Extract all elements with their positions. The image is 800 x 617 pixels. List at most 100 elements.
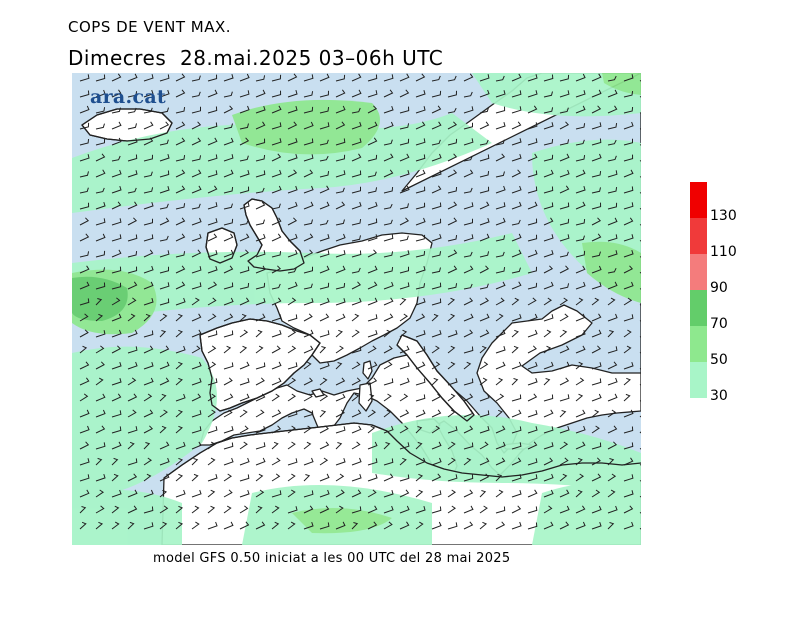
wind-barb — [351, 425, 362, 434]
wind-barb — [143, 345, 154, 354]
wind-barb — [511, 201, 522, 210]
wind-barb — [447, 489, 457, 498]
wind-barb — [207, 265, 218, 274]
wind-barb — [543, 489, 554, 498]
wind-barb — [143, 313, 151, 322]
wind-barb — [127, 91, 138, 98]
wind-barb — [511, 394, 522, 402]
wind-barb — [351, 107, 361, 114]
legend-colorbar: 30 50 70 90 110 130 — [690, 180, 760, 404]
wind-barb — [399, 297, 407, 306]
wind-barb — [575, 345, 586, 354]
wind-barb — [319, 346, 327, 354]
wind-barb — [303, 313, 313, 322]
wind-barb — [255, 505, 263, 514]
wind-barb — [111, 345, 122, 354]
wind-barb — [479, 74, 490, 82]
wind-barb — [79, 521, 87, 530]
gust-band-north-core — [232, 99, 380, 155]
wind-barb — [127, 313, 136, 322]
wind-barb — [159, 330, 167, 338]
wind-barb — [143, 201, 154, 210]
wind-barb — [159, 107, 169, 114]
wind-barb — [127, 107, 137, 114]
wind-barb — [543, 409, 554, 418]
wind-barb — [319, 505, 330, 514]
wind-barb — [223, 313, 234, 322]
wind-barb — [367, 74, 378, 82]
wind-barb — [623, 249, 634, 258]
wind-barb — [527, 186, 538, 194]
gust-band-north-east — [472, 73, 641, 117]
wind-barb — [159, 217, 170, 226]
wind-barb — [575, 473, 585, 482]
wind-barb — [607, 123, 618, 130]
wind-barb — [623, 217, 634, 226]
wind-barb — [127, 123, 137, 130]
wind-barb — [367, 218, 378, 226]
wind-barb — [175, 265, 186, 274]
wind-barb — [575, 185, 586, 194]
wind-barb — [415, 361, 426, 370]
wind-barb — [607, 489, 616, 498]
wind-barb — [79, 393, 89, 402]
wind-barb — [511, 489, 522, 498]
wind-barb — [495, 474, 503, 482]
wind-barb — [431, 361, 441, 370]
wind-barb — [175, 185, 186, 194]
wind-barb — [127, 473, 138, 482]
wind-barb — [479, 393, 490, 402]
wind-barb — [303, 233, 314, 242]
wind-barb — [191, 441, 202, 450]
wind-barb — [495, 267, 506, 274]
wind-barb — [143, 506, 154, 514]
wind-barb — [447, 441, 456, 450]
wind-barb — [95, 313, 104, 322]
wind-barb — [495, 297, 505, 306]
wind-barb — [383, 442, 391, 450]
wind-barb — [399, 106, 410, 114]
wind-barb — [143, 393, 153, 402]
legend-label-110: 110 — [710, 244, 737, 260]
wind-barb — [95, 74, 106, 82]
wind-barb — [255, 442, 266, 450]
wind-barb — [143, 522, 154, 530]
wind-barb — [223, 265, 234, 274]
wind-barb — [143, 171, 153, 178]
legend-swatch-110 — [690, 218, 707, 254]
wind-barb — [79, 233, 90, 242]
wind-barb — [191, 410, 202, 418]
wind-barb — [191, 233, 202, 242]
wind-barb — [415, 283, 426, 290]
wind-barb — [335, 345, 344, 354]
wind-barb — [399, 329, 408, 338]
wind-barb — [191, 313, 202, 322]
wind-barb — [559, 218, 570, 226]
wind-barb — [591, 281, 602, 290]
wind-barb — [495, 521, 506, 530]
wind-barb — [303, 185, 314, 194]
wind-barb — [415, 73, 426, 82]
wind-barb — [255, 425, 266, 434]
wind-barb — [399, 250, 410, 258]
wind-barb — [335, 265, 346, 274]
wind-barb — [175, 521, 184, 530]
wind-barb — [351, 522, 359, 530]
wind-barb — [95, 473, 106, 482]
wind-barb — [623, 169, 634, 178]
wind-barb — [511, 153, 522, 162]
wind-barb — [543, 473, 554, 482]
wind-barb — [255, 329, 263, 338]
wind-barb — [527, 153, 538, 162]
wind-barb — [351, 219, 362, 226]
wind-barb — [511, 442, 522, 450]
wind-barb — [623, 442, 634, 450]
wind-barb — [351, 138, 362, 146]
wind-barb — [335, 473, 345, 482]
wind-barb — [607, 89, 618, 98]
wind-barb — [335, 250, 346, 258]
wind-barb — [287, 521, 296, 530]
wind-barb — [239, 169, 250, 178]
wind-barb — [191, 266, 202, 274]
wind-barb — [127, 329, 138, 338]
